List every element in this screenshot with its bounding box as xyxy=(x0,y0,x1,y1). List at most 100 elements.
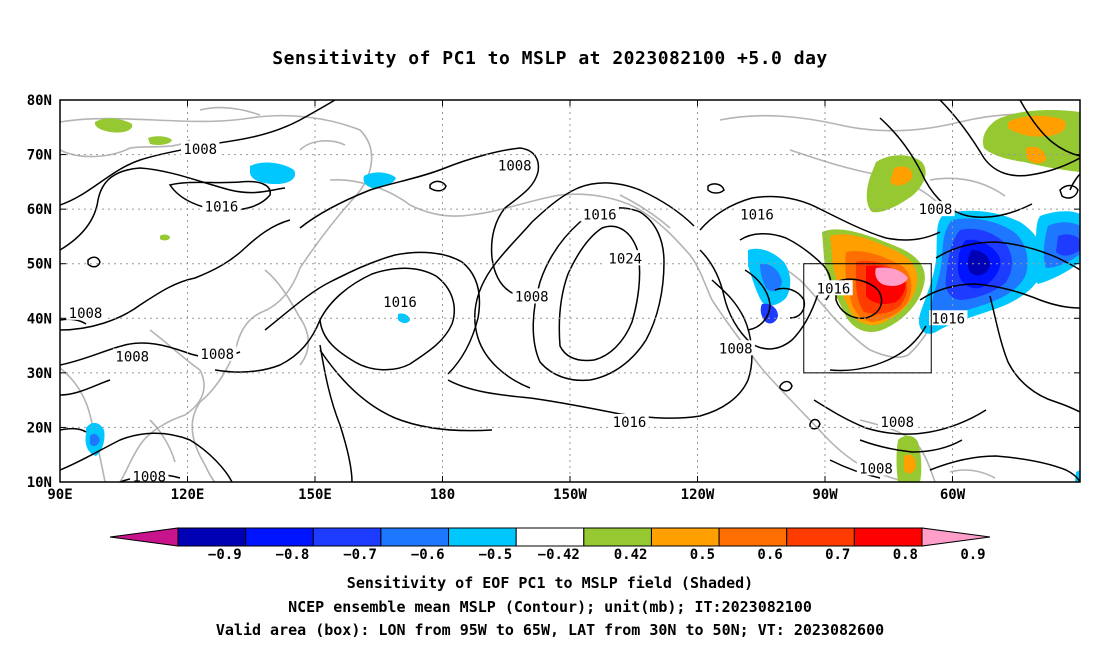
colorbar-tick-label: −0.6 xyxy=(411,547,445,563)
lon-tick-label: 90W xyxy=(812,487,838,503)
lon-tick-label: 90E xyxy=(47,487,72,503)
contour-label: 1016 xyxy=(583,208,617,224)
positive-region xyxy=(904,454,916,474)
negative-region xyxy=(1056,234,1080,256)
contour-label-bg xyxy=(737,206,777,222)
contour-label: 1008 xyxy=(719,341,753,357)
positive-region xyxy=(148,136,172,145)
lat-tick-label: 60N xyxy=(27,202,52,218)
colorbar-lower-triangle xyxy=(109,527,179,547)
colorbar-tick-label: 0.6 xyxy=(757,547,782,563)
contour-label: 1016 xyxy=(740,208,774,224)
contour-label: 1016 xyxy=(613,415,647,431)
colorbar-tick-label: −0.7 xyxy=(343,547,377,563)
caption-line-1: Sensitivity of EOF PC1 to MSLP field (Sh… xyxy=(346,574,754,592)
colorbar-segment xyxy=(853,527,923,547)
contour-label: 1008 xyxy=(200,347,234,363)
contour-label: 1008 xyxy=(498,158,532,174)
contour-label-bg xyxy=(878,413,917,429)
colorbar-segment xyxy=(245,527,314,547)
contour-label: 1008 xyxy=(515,289,549,305)
contour-label-bg xyxy=(929,310,968,326)
colorbar-tick-label: 0.9 xyxy=(960,547,985,563)
contour-label: 1008 xyxy=(859,461,893,477)
colorbar-tick-label: 0.42 xyxy=(614,547,648,563)
contour-label: 1008 xyxy=(919,202,953,218)
sensitivity-shading xyxy=(85,110,1080,482)
contour-label-bg xyxy=(495,157,534,173)
valid-area-box xyxy=(803,263,932,374)
map-title: Sensitivity of PC1 to MSLP at 2023082100… xyxy=(272,48,828,69)
colorbar-upper-triangle xyxy=(921,527,991,547)
positive-region xyxy=(160,234,170,241)
negative-region xyxy=(967,250,990,276)
colorbar-segment xyxy=(650,527,720,547)
contour-label: 1008 xyxy=(115,349,149,365)
caption-line-3: Valid area (box): LON from 95W to 65W, L… xyxy=(215,621,885,639)
colorbar-segment xyxy=(177,527,247,547)
contour-label-bg xyxy=(916,201,955,217)
positive-region xyxy=(94,118,133,133)
colorbar-tick-label: 0.7 xyxy=(825,547,850,563)
contour-labels: 1008 1016 1008 1016 1024 1016 1008 1016 1008 1016… xyxy=(66,141,968,486)
lat-tick-label: 30N xyxy=(27,366,52,382)
contour-label: 1016 xyxy=(931,311,965,327)
lon-tick-label: 60W xyxy=(940,487,966,503)
lat-tick-label: 40N xyxy=(27,311,52,327)
lat-tick-label: 50N xyxy=(27,257,52,273)
contour-label: 1008 xyxy=(69,306,103,322)
lon-tick-label: 180 xyxy=(430,487,455,503)
grid-lines xyxy=(60,100,1080,482)
colorbar-segment xyxy=(515,527,585,547)
contour-label-bg xyxy=(130,468,169,484)
colorbar-segment xyxy=(380,527,450,547)
contour-label-bg xyxy=(380,293,420,309)
contour-label-bg xyxy=(606,250,645,266)
colorbar-tick-label: −0.5 xyxy=(478,547,512,563)
negative-region xyxy=(90,433,100,447)
colorbar-segment xyxy=(312,527,382,547)
contour-label-bg xyxy=(580,206,619,222)
colorbar-tick-label: −0.42 xyxy=(538,547,580,563)
negative-region xyxy=(760,263,782,292)
lon-tick-label: 120W xyxy=(681,487,715,503)
contour-label: 1016 xyxy=(205,199,239,215)
contour-label: 1008 xyxy=(880,415,914,431)
contour-label-bg xyxy=(716,340,755,356)
colorbar-tick-label: −0.8 xyxy=(276,547,310,563)
contour-label-bg xyxy=(202,198,241,214)
contour-label: 1008 xyxy=(183,142,217,158)
positive-region xyxy=(890,166,913,186)
contour-label: 1016 xyxy=(817,281,851,297)
negative-region xyxy=(250,162,296,184)
lon-tick-label: 150E xyxy=(298,487,332,503)
contour-label-bg xyxy=(610,413,649,429)
contour-label: 1024 xyxy=(608,251,642,267)
colorbar-segment xyxy=(786,527,855,547)
contour-label-bg xyxy=(66,304,105,320)
colorbar-tick-label: 0.8 xyxy=(893,547,918,563)
lon-tick-label: 120E xyxy=(171,487,205,503)
contour-label-bg xyxy=(512,288,551,304)
contour-label-bg xyxy=(814,280,853,296)
colorbar-segment xyxy=(448,527,517,547)
contour-label-bg xyxy=(181,141,220,157)
caption-line-2: NCEP ensemble mean MSLP (Contour); unit(… xyxy=(288,598,812,616)
contour-label-bg xyxy=(856,460,896,476)
colorbar-tick-label: 0.5 xyxy=(690,547,715,563)
lat-tick-label: 70N xyxy=(27,148,52,164)
colorbar-segment xyxy=(718,527,788,547)
contour-label: 1016 xyxy=(383,295,417,311)
colorbar-tick-label: −0.9 xyxy=(208,547,242,563)
lat-tick-label: 80N xyxy=(27,93,52,109)
positive-region xyxy=(1026,146,1046,164)
colorbar-segment xyxy=(583,527,652,547)
lat-tick-label: 20N xyxy=(27,420,52,436)
lon-tick-label: 150W xyxy=(553,487,587,503)
positive-region xyxy=(875,267,908,286)
lat-tick-label: 10N xyxy=(27,475,52,491)
contour-label-bg xyxy=(113,348,152,364)
